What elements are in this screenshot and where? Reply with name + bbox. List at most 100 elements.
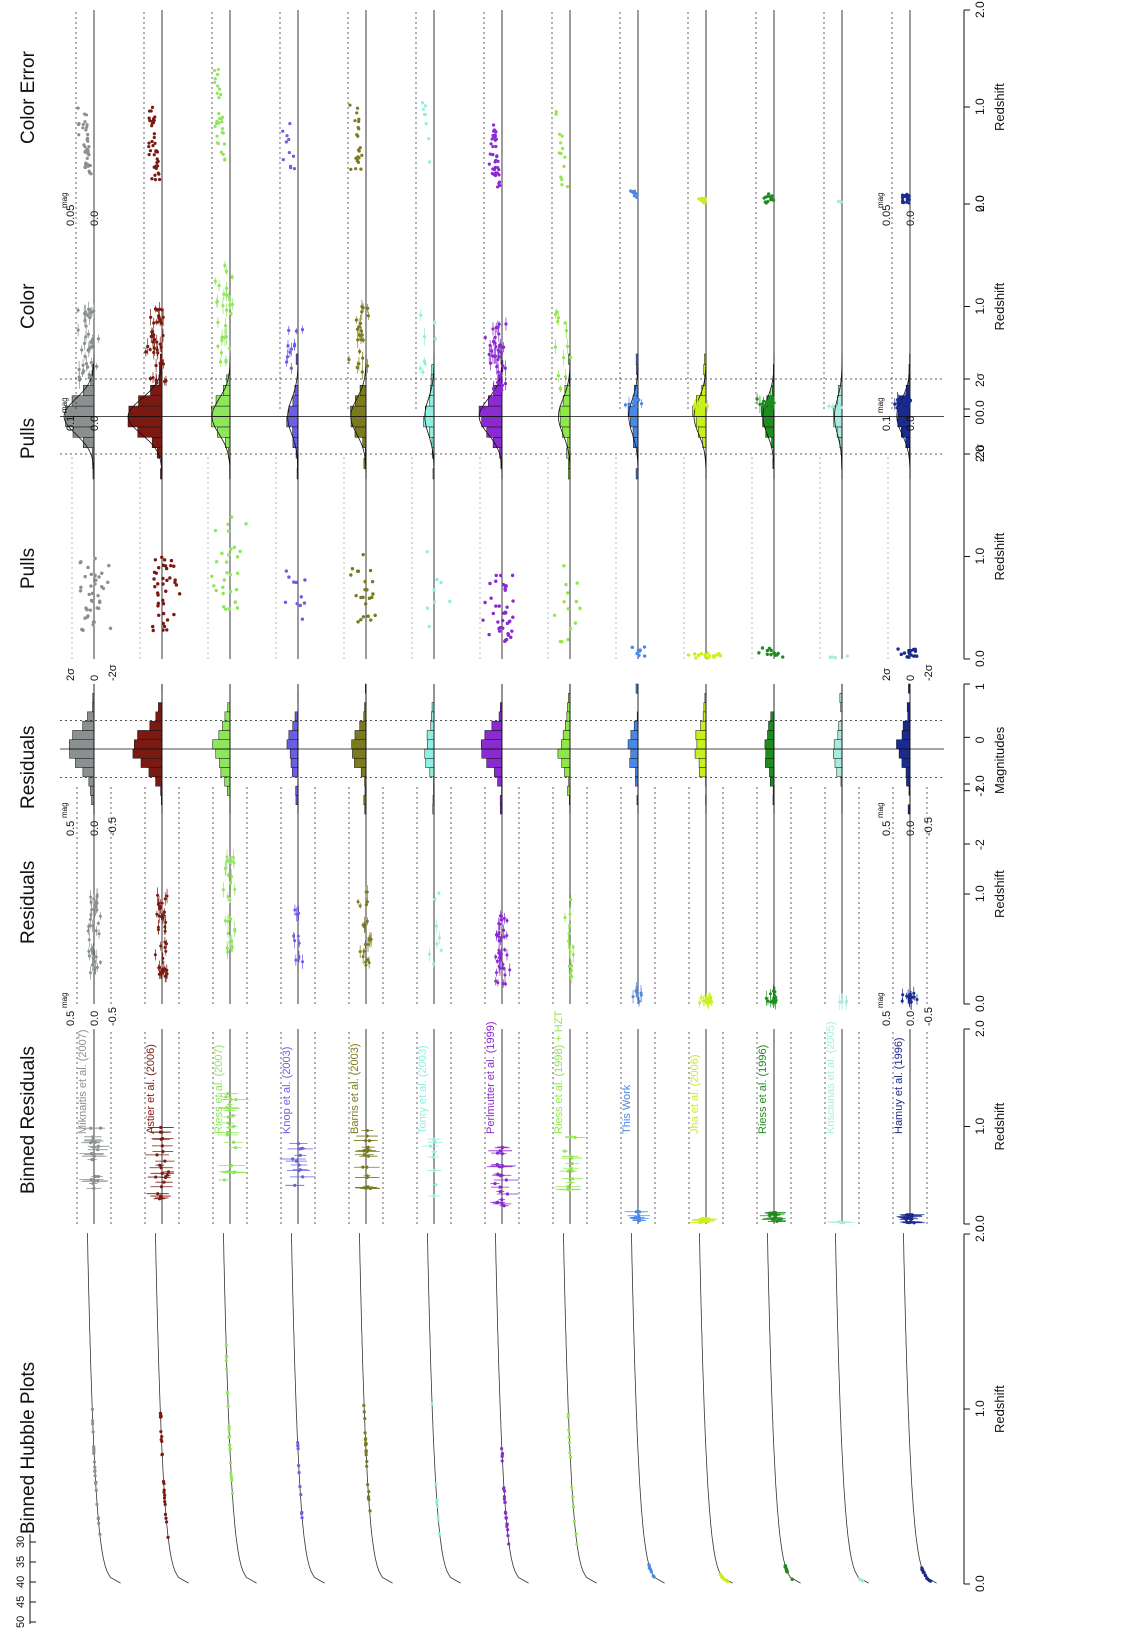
pull-point	[361, 552, 365, 557]
binned-point	[502, 1204, 506, 1208]
color-point	[225, 308, 229, 312]
hubble-point	[500, 1451, 505, 1456]
resid-point	[159, 944, 163, 948]
pull-point	[504, 584, 508, 588]
binned-point	[89, 1177, 93, 1182]
color-point	[355, 365, 359, 370]
binned-point	[160, 1196, 164, 1200]
resid-point	[89, 900, 93, 904]
color-point	[288, 350, 292, 354]
color-point	[906, 403, 910, 407]
resid-point	[498, 966, 502, 970]
resid-point	[87, 949, 91, 953]
cerr-point	[147, 109, 152, 113]
hubble-point	[230, 1478, 234, 1483]
hubble-point	[861, 1579, 865, 1583]
pull-point	[222, 605, 226, 609]
pull-point	[696, 653, 701, 658]
color-point	[90, 340, 95, 345]
resid-point	[905, 994, 909, 998]
pull-point	[87, 592, 91, 597]
resid-point	[502, 935, 506, 939]
cerr-point	[213, 77, 217, 81]
resid-point	[157, 965, 161, 969]
binned-point	[231, 1113, 235, 1118]
resid-point	[86, 929, 90, 933]
color-point	[432, 321, 437, 325]
hubble-point	[229, 1471, 233, 1475]
resid-point	[501, 982, 505, 986]
color-point	[160, 321, 164, 325]
pull-point	[161, 621, 165, 626]
pull-hist-bar	[765, 426, 775, 438]
resid-hist-bar	[562, 730, 571, 740]
color-point	[155, 308, 159, 312]
resz-tick-label: 2.0	[973, 775, 987, 792]
color-point	[163, 379, 167, 384]
resid-hist-bar	[215, 748, 231, 759]
color-point	[160, 359, 164, 363]
resid-point	[845, 999, 849, 1003]
hubble-point	[299, 1492, 303, 1497]
hubble-point	[506, 1528, 510, 1532]
hubble-point	[160, 1453, 164, 1457]
pull-point	[173, 578, 177, 582]
pull-hist-bar	[83, 384, 95, 396]
cerr-point	[558, 141, 563, 145]
hubble-curve	[495, 1233, 529, 1584]
pull-point	[354, 593, 358, 598]
hubble-tick-label: 1.0	[973, 1400, 987, 1417]
binned-point	[703, 1216, 707, 1221]
resid-hist-bar	[557, 748, 571, 759]
resid-point	[226, 931, 230, 935]
hubble-point	[567, 1435, 571, 1439]
hubble-point	[166, 1535, 170, 1539]
pull-hist-bar	[355, 395, 367, 407]
binned-point	[165, 1173, 169, 1177]
cerr-point	[354, 167, 358, 171]
resid-hist-bar	[88, 776, 95, 787]
hubble-point	[229, 1474, 233, 1478]
pull-point	[712, 655, 716, 660]
binned-point	[297, 1169, 301, 1173]
binned-point	[365, 1134, 369, 1138]
resid-point	[764, 996, 768, 1000]
cerr-point	[497, 173, 501, 177]
color-point	[213, 279, 217, 283]
pull-hist-bar	[71, 395, 95, 407]
pull-point	[162, 558, 167, 562]
hubble-point	[363, 1417, 367, 1421]
binned-point	[433, 1183, 438, 1187]
pull-point	[368, 568, 373, 573]
color-point	[771, 403, 775, 407]
binned-point	[300, 1146, 304, 1150]
resid-point	[159, 971, 163, 975]
cerr-point	[354, 156, 358, 160]
color-point	[483, 336, 487, 340]
cerr-point	[77, 133, 81, 137]
pull-point	[91, 623, 95, 627]
hubble-point	[92, 1445, 96, 1449]
pull-point	[830, 655, 834, 659]
pull-point	[78, 589, 83, 593]
cerr-point	[85, 137, 89, 142]
cerr-point	[561, 146, 565, 151]
cerr-point	[213, 124, 217, 129]
binned-point	[297, 1163, 301, 1167]
hubble-point	[575, 1542, 579, 1546]
resid-point	[163, 925, 167, 929]
pull-hist-bar	[481, 416, 503, 428]
pull-point	[227, 553, 231, 557]
cerr-point	[560, 183, 564, 187]
hubble-point	[91, 1430, 95, 1434]
hubble-point	[436, 1515, 440, 1519]
binned-point	[498, 1189, 502, 1194]
resid-point	[297, 955, 301, 959]
cerr-point	[215, 72, 220, 77]
panel-content: Miknaitis et al. (2007) Astier et al. (20…	[63, 10, 937, 1584]
sample-label: Hamuy et al. (1996)	[893, 1037, 905, 1134]
pull1-scale-top: 2σ	[881, 668, 893, 681]
color-point	[492, 354, 496, 358]
resid-hist-bar	[354, 758, 367, 768]
cerr-point	[219, 150, 223, 154]
